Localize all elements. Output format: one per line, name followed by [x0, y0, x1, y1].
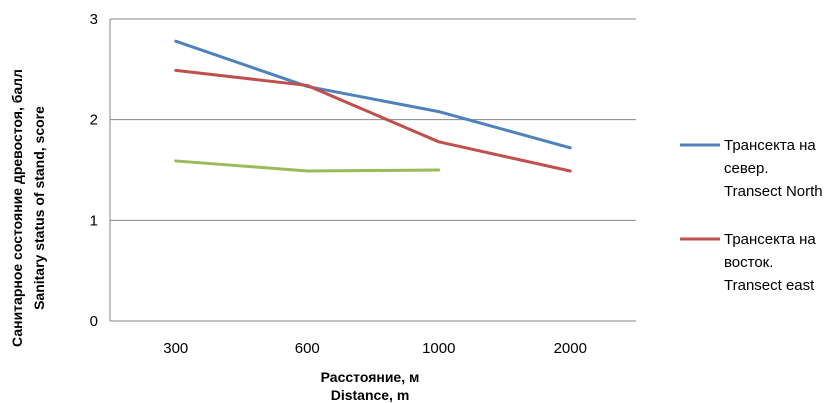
- x-tick-label: 600: [295, 340, 320, 357]
- y-tick-label: 1: [90, 212, 98, 229]
- x-axis-label-ru: Расстояние, м: [321, 369, 420, 385]
- legend: Трансекта на север. Transect North Трансект…: [680, 137, 823, 294]
- y-tick-label: 0: [90, 313, 98, 330]
- series-line-1: [174, 68, 572, 173]
- x-tick-labels: 300 600 1000 2000: [163, 340, 587, 357]
- series-line-0: [174, 39, 572, 150]
- x-tick-label: 300: [163, 340, 188, 357]
- grid-lines: [110, 18, 636, 221]
- y-axis-label-en: Sanitary status of stand, score: [31, 106, 47, 310]
- legend-label-0: север.: [724, 160, 769, 177]
- y-tick-labels: 0 1 2 3: [90, 11, 98, 330]
- x-tick-label: 2000: [554, 340, 587, 357]
- series-line-2: [174, 159, 441, 173]
- legend-label-1: Трансекта на: [724, 231, 816, 248]
- legend-label-0: Трансекта на: [724, 137, 816, 154]
- y-tick-label: 2: [90, 112, 98, 129]
- legend-label-1: восток.: [724, 254, 773, 271]
- legend-label-1: Transect east: [724, 277, 815, 294]
- axes: [109, 19, 636, 322]
- series-lines: [174, 39, 572, 173]
- x-tick-label: 1000: [422, 340, 455, 357]
- legend-label-0: Transect North: [724, 183, 823, 200]
- x-axis-label-en: Distance, m: [331, 387, 410, 403]
- y-axis-label-ru: Санитарное состояние древостоя, балл: [9, 69, 25, 347]
- y-tick-label: 3: [90, 11, 98, 28]
